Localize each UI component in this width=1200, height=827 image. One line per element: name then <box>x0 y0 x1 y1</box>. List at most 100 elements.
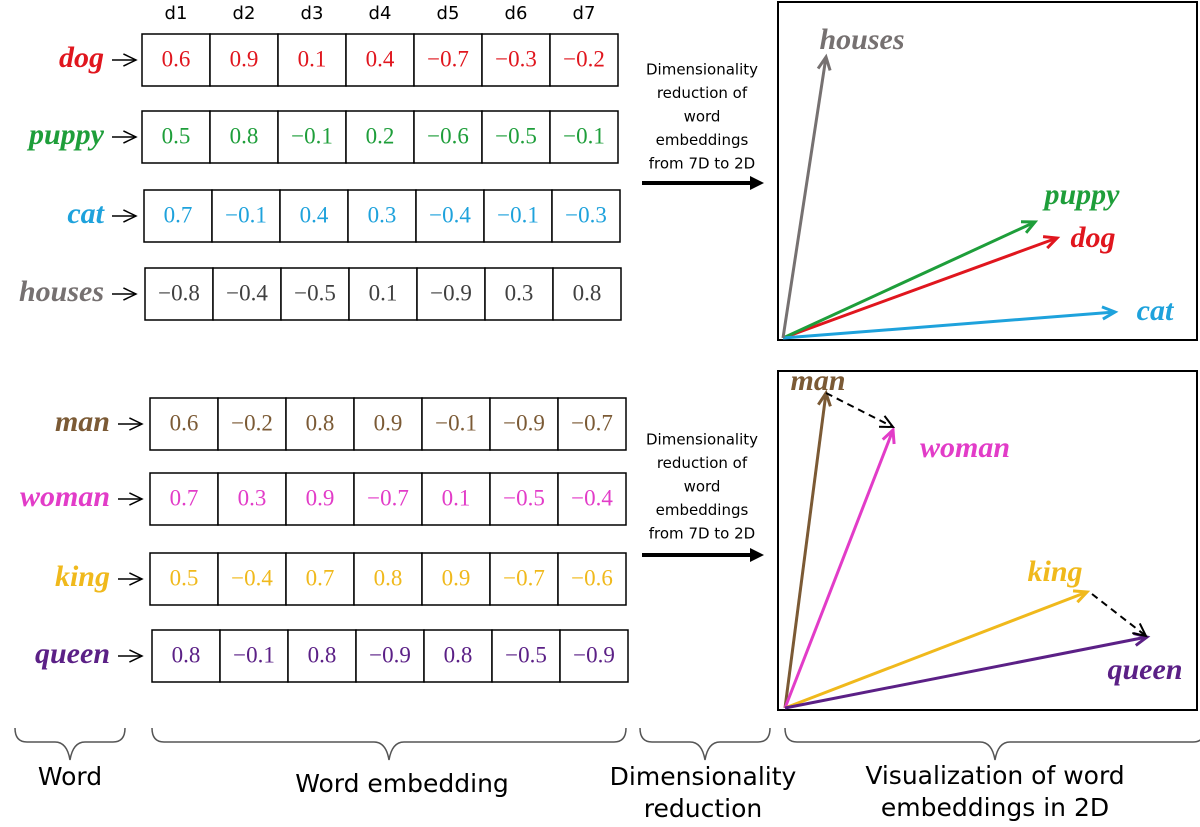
word-label: man <box>55 405 110 438</box>
embedding-cell <box>149 397 219 451</box>
embedding-value: −0.2 <box>231 410 273 435</box>
embedding-cell <box>415 189 485 243</box>
embedding-value: 0.7 <box>164 202 193 227</box>
arrow <box>783 429 895 709</box>
embedding-cell <box>277 110 347 164</box>
plot-label: man <box>790 364 845 397</box>
embedding-value: −0.6 <box>427 123 469 148</box>
embedding-value: 0.9 <box>306 485 335 510</box>
embedding-cell <box>557 472 627 526</box>
embedding-cell <box>489 552 559 606</box>
reduction-text: embeddings <box>656 131 749 149</box>
word-label: dog <box>59 41 104 74</box>
embedding-value: 0.8 <box>172 642 201 667</box>
dim-label: d3 <box>301 3 324 24</box>
embedding-value: −0.9 <box>369 642 411 667</box>
embedding-value: −0.4 <box>429 202 471 227</box>
embedding-value: 0.2 <box>366 123 395 148</box>
embedding-cell <box>353 552 423 606</box>
arrow-head <box>123 130 138 144</box>
embedding-value: −0.7 <box>367 485 409 510</box>
embedding-value: −0.9 <box>503 410 545 435</box>
embedding-value: −0.7 <box>571 410 613 435</box>
embedding-cell <box>144 267 214 321</box>
arrow-head <box>878 415 896 429</box>
embedding-cell <box>481 33 551 87</box>
plot-label: king <box>1027 555 1082 588</box>
embedding-cell <box>353 397 423 451</box>
plot-frame <box>777 370 1198 711</box>
embedding-cell <box>219 629 289 683</box>
embedding-value: 0.4 <box>300 202 329 227</box>
dim-label: d5 <box>437 3 460 24</box>
embedding-cell <box>489 397 559 451</box>
arrow-head <box>1042 235 1061 250</box>
embedding-value: −0.1 <box>497 202 539 227</box>
embedding-value: 0.3 <box>505 280 534 305</box>
arrow-head <box>1072 589 1091 604</box>
reduction-text: from 7D to 2D <box>649 155 755 173</box>
arrow <box>825 392 894 428</box>
braces <box>14 727 1200 761</box>
embedding-value: −0.9 <box>430 280 472 305</box>
dim-label: d2 <box>233 3 256 24</box>
embedding-value: −0.1 <box>291 123 333 148</box>
caption: Word <box>38 762 102 791</box>
embedding-value: −0.4 <box>231 565 273 590</box>
embedding-value: 0.1 <box>369 280 398 305</box>
embedding-value: −0.1 <box>233 642 275 667</box>
arrow <box>784 590 1088 710</box>
brace <box>784 727 1200 761</box>
caption: embeddings in 2D <box>881 793 1109 822</box>
plot-label: queen <box>1108 653 1183 686</box>
embedding-value: −0.8 <box>158 280 200 305</box>
arrow-head <box>123 53 138 67</box>
embedding-cell <box>491 629 561 683</box>
arrow <box>782 236 1058 340</box>
plot-label: puppy <box>1042 178 1121 211</box>
caption: Word embedding <box>295 769 509 798</box>
embedding-value: −0.7 <box>427 46 469 71</box>
embedding-value: 0.5 <box>170 565 199 590</box>
word-label: woman <box>20 480 110 513</box>
embedding-cell <box>217 397 287 451</box>
embedding-value: 0.3 <box>238 485 267 510</box>
embedding-cell <box>143 189 213 243</box>
word-label: houses <box>19 275 104 308</box>
embedding-cell <box>279 189 349 243</box>
embedding-value: −0.5 <box>505 642 547 667</box>
arrow-head <box>123 209 138 223</box>
embedding-value: −0.4 <box>226 280 268 305</box>
embedding-cell <box>285 552 355 606</box>
embedding-value: −0.5 <box>503 485 545 510</box>
arrow-head <box>129 417 144 431</box>
embedding-cell <box>423 629 493 683</box>
arrow <box>783 392 828 709</box>
embedding-value: 0.8 <box>230 123 259 148</box>
embedding-cell <box>345 33 415 87</box>
word-label: puppy <box>26 118 105 151</box>
reduction-text: reduction of <box>657 454 748 472</box>
embedding-cell <box>416 267 486 321</box>
embedding-value: −0.7 <box>503 565 545 590</box>
embedding-cell <box>345 110 415 164</box>
embedding-value: 0.9 <box>374 410 403 435</box>
embedding-value: −0.3 <box>495 46 537 71</box>
brace <box>639 727 771 761</box>
plot-label: woman <box>920 431 1010 464</box>
plot-label: cat <box>1137 294 1175 327</box>
arrow-head <box>129 572 144 586</box>
embedding-value: 0.5 <box>162 123 191 148</box>
embedding-cell <box>211 189 281 243</box>
arrow <box>784 635 1148 710</box>
reduction-text: from 7D to 2D <box>649 525 755 543</box>
embedding-cell <box>141 33 211 87</box>
embedding-value: 0.9 <box>230 46 259 71</box>
word-label: king <box>55 560 110 593</box>
arrow-head <box>816 53 832 71</box>
embedding-cell <box>151 629 221 683</box>
arrow-head <box>123 287 138 301</box>
arrow-head <box>129 649 144 663</box>
embedding-cell <box>280 267 350 321</box>
